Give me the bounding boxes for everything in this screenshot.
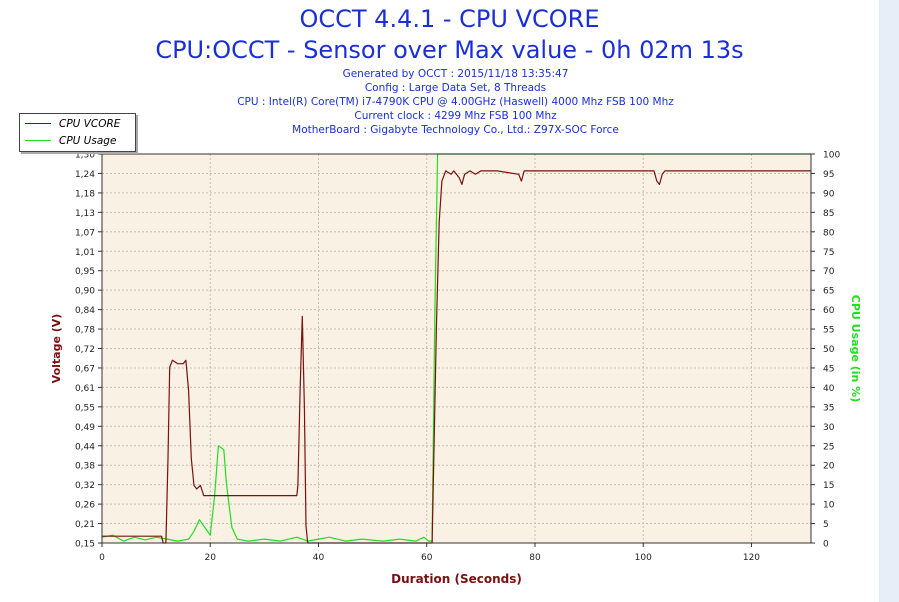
y-right-tick-label: 70	[823, 267, 835, 277]
y-left-tick-label: 1,01	[75, 248, 95, 258]
legend-label-usage: CPU Usage	[59, 134, 117, 147]
y-left-tick-label: 1,18	[75, 189, 95, 199]
y-right-tick-label: 60	[823, 306, 835, 316]
series-line-cpu-usage	[101, 153, 811, 542]
info-config: Config : Large Data Set, 8 Threads	[364, 82, 547, 94]
x-axis-label: Duration (Seconds)	[391, 572, 522, 586]
x-tick-label: 120	[743, 553, 760, 563]
y-left-tick-label: 0,90	[75, 287, 95, 297]
y-left-tick-label: 1,24	[75, 170, 95, 180]
axis-ticks: 0,15 0 0,21 5 0,26 10 0,32 15 0,38 20 0,44 25 0,49 30…	[75, 151, 840, 564]
y-left-tick-label: 0,84	[75, 306, 95, 316]
y-right-tick-label: 40	[823, 384, 835, 394]
y-axis-right-label: CPU Usage (in %)	[849, 295, 862, 402]
legend-item-usage: CPU Usage	[25, 133, 116, 148]
chart-title: OCCT 4.4.1 - CPU VCORE	[299, 5, 600, 33]
y-left-tick-label: 0,38	[75, 462, 95, 472]
y-left-tick-label: 0,67	[75, 364, 95, 374]
y-left-tick-label: 0,32	[75, 481, 95, 491]
chart-subtitle: CPU:OCCT - Sensor over Max value - 0h 02…	[155, 36, 744, 64]
legend-item-vcore: CPU VCORE	[25, 116, 120, 131]
info-clock: Current clock : 4299 Mhz FSB 100 Mhz	[354, 110, 557, 122]
y-left-tick-label: 1,07	[75, 228, 95, 238]
y-left-tick-label: 0,95	[75, 267, 95, 277]
y-left-tick-label: 1,30	[75, 151, 95, 161]
y-right-tick-label: 0	[823, 540, 829, 550]
y-left-tick-label: 0,55	[75, 403, 95, 413]
y-left-tick-label: 0,21	[75, 520, 95, 530]
y-right-tick-label: 30	[823, 423, 835, 433]
y-right-tick-label: 65	[823, 287, 834, 297]
grid-lines	[102, 154, 811, 543]
x-tick-label: 0	[99, 553, 105, 563]
y-right-tick-label: 50	[823, 345, 835, 355]
y-left-tick-label: 0,49	[75, 423, 95, 433]
window-right-edge	[879, 0, 899, 602]
y-right-tick-label: 90	[823, 189, 835, 199]
legend-swatch-usage	[25, 140, 51, 141]
y-right-tick-label: 35	[823, 403, 834, 413]
y-left-tick-label: 0,44	[75, 442, 95, 452]
x-tick-label: 60	[421, 553, 433, 563]
legend-label-vcore: CPU VCORE	[59, 117, 121, 130]
plot-area	[102, 154, 811, 543]
x-tick-label: 80	[529, 553, 541, 563]
y-right-tick-label: 85	[823, 209, 834, 219]
x-tick-label: 100	[635, 553, 652, 563]
line-chart: 0,15 0 0,21 5 0,26 10 0,32 15 0,38 20 0,44 25 0,49 30…	[50, 151, 862, 587]
y-left-tick-label: 0,72	[75, 345, 95, 355]
y-right-tick-label: 20	[823, 462, 835, 472]
y-left-tick-label: 0,78	[75, 326, 95, 336]
x-tick-label: 20	[205, 553, 217, 563]
y-left-tick-label: 1,13	[75, 209, 95, 219]
y-right-tick-label: 5	[823, 520, 829, 530]
y-left-tick-label: 0,26	[75, 501, 95, 511]
info-cpu: CPU : Intel(R) Core(TM) i7-4790K CPU @ 4…	[237, 96, 674, 108]
y-right-tick-label: 15	[823, 481, 834, 491]
y-axis-left-label: Voltage (V)	[50, 314, 63, 384]
y-right-tick-label: 75	[823, 248, 834, 258]
y-right-tick-label: 100	[823, 151, 840, 161]
y-right-tick-label: 10	[823, 501, 835, 511]
y-left-tick-label: 0,61	[75, 384, 95, 394]
legend-swatch-vcore	[25, 123, 51, 124]
y-right-tick-label: 80	[823, 228, 835, 238]
legend: CPU VCORE CPU Usage	[19, 113, 136, 152]
y-right-tick-label: 25	[823, 442, 834, 452]
y-right-tick-label: 95	[823, 170, 834, 180]
y-right-tick-label: 45	[823, 364, 834, 374]
info-generated: Generated by OCCT : 2015/11/18 13:35:47	[342, 68, 569, 80]
y-left-tick-label: 0,15	[75, 540, 95, 550]
x-tick-label: 40	[313, 553, 325, 563]
y-right-tick-label: 55	[823, 326, 834, 336]
info-motherboard: MotherBoard : Gigabyte Technology Co., L…	[292, 124, 619, 136]
